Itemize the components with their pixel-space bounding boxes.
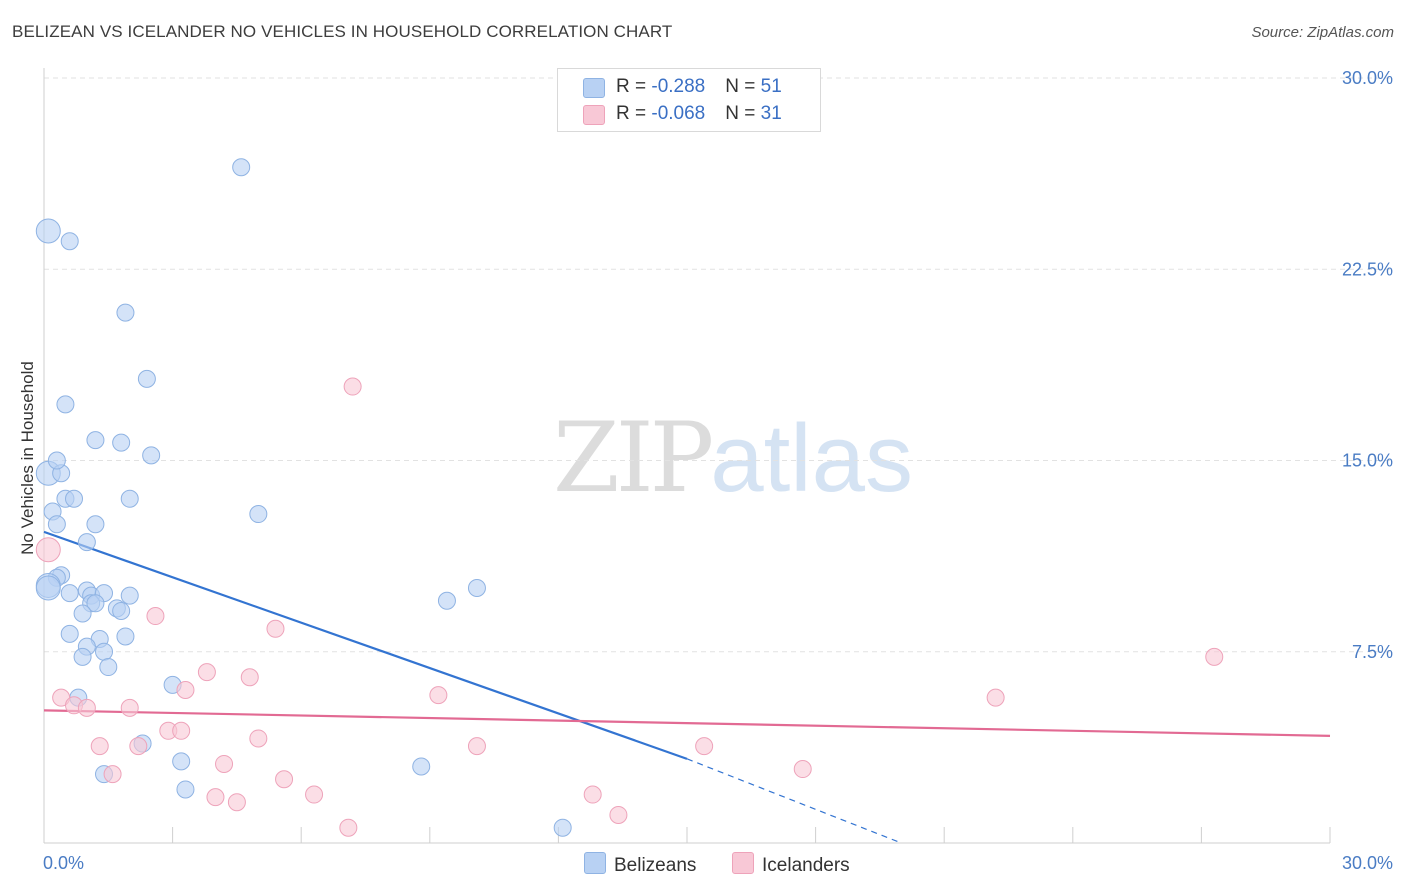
data-points: [35, 158, 1224, 837]
chart-title: BELIZEAN VS ICELANDER NO VEHICLES IN HOU…: [12, 22, 673, 41]
point-belizeans: [116, 303, 135, 322]
point-icelanders: [275, 770, 294, 789]
point-icelanders: [227, 793, 246, 812]
point-belizeans: [553, 818, 572, 837]
point-belizeans: [73, 604, 92, 623]
point-belizeans: [467, 579, 486, 597]
x-tick-label: 0.0%: [43, 853, 84, 873]
point-icelanders: [793, 760, 812, 779]
legend-text-belizeans: R = -0.288 N = 51: [616, 76, 782, 98]
legend-n-label: N =: [725, 103, 761, 124]
point-belizeans: [86, 594, 105, 613]
point-belizeans: [172, 752, 191, 771]
point-icelanders: [249, 729, 268, 748]
watermark: ZIPatlas: [553, 402, 913, 514]
correlation-legend: R = -0.288 N = 51 R = -0.068 N = 31: [557, 68, 821, 132]
y-tick-label: 22.5%: [1342, 259, 1393, 279]
point-icelanders: [240, 668, 259, 687]
point-belizeans: [77, 533, 96, 552]
y-tick-label: 30.0%: [1342, 68, 1393, 88]
legend-text-icelanders: R = -0.068 N = 31: [616, 103, 782, 125]
point-icelanders: [176, 681, 195, 699]
point-icelanders: [467, 737, 486, 756]
y-tick-label: 7.5%: [1352, 642, 1393, 662]
point-belizeans: [73, 647, 92, 666]
point-belizeans: [60, 232, 79, 251]
legend-swatch-icelanders: [583, 105, 605, 125]
point-belizeans: [95, 642, 114, 661]
bottom-swatch-belizeans: [584, 852, 606, 874]
point-icelanders: [172, 721, 191, 740]
point-belizeans: [86, 431, 105, 450]
point-icelanders: [35, 537, 61, 563]
trend-lines: [43, 530, 1331, 844]
x-tick-label: 30.0%: [1342, 853, 1393, 873]
point-icelanders: [146, 607, 165, 626]
legend-swatch-belizeans: [583, 78, 605, 98]
point-belizeans: [47, 451, 66, 470]
watermark-atlas: atlas: [710, 405, 913, 512]
legend-n-label: N =: [725, 76, 761, 97]
point-belizeans: [112, 433, 131, 452]
watermark-zip: ZIP: [553, 402, 714, 514]
y-tick-label: 15.0%: [1342, 451, 1393, 471]
bottom-legend-icelanders: Icelanders: [732, 852, 850, 877]
point-belizeans: [142, 446, 161, 465]
trend-line-icelanders: [43, 709, 1331, 737]
point-belizeans: [120, 586, 139, 605]
point-belizeans: [56, 395, 75, 414]
legend-r-label: R =: [616, 76, 652, 97]
point-belizeans: [99, 658, 118, 677]
point-icelanders: [986, 688, 1005, 707]
point-icelanders: [129, 737, 148, 756]
point-icelanders: [305, 785, 324, 804]
bottom-swatch-icelanders: [732, 852, 754, 874]
point-belizeans: [437, 591, 456, 610]
point-icelanders: [120, 698, 139, 717]
axes: [43, 68, 1331, 844]
point-icelanders: [77, 698, 96, 717]
point-belizeans: [137, 369, 156, 388]
trend-line-belizeans-extension: [686, 758, 902, 844]
point-belizeans: [86, 515, 105, 534]
point-belizeans: [112, 601, 131, 620]
legend-n-value: 31: [760, 103, 782, 124]
point-belizeans: [47, 515, 66, 534]
point-belizeans: [412, 757, 431, 776]
point-belizeans: [232, 158, 251, 177]
point-belizeans: [60, 584, 79, 603]
point-icelanders: [103, 765, 122, 784]
point-belizeans: [176, 780, 195, 799]
point-icelanders: [343, 377, 362, 396]
trend-line-belizeans: [43, 530, 688, 760]
point-icelanders: [90, 737, 109, 756]
point-belizeans: [65, 489, 84, 508]
point-icelanders: [206, 788, 225, 807]
legend-n-value: 51: [760, 76, 782, 97]
point-belizeans: [120, 489, 139, 508]
point-icelanders: [695, 737, 714, 756]
bottom-legend-label-icelanders: Icelanders: [762, 855, 850, 876]
point-icelanders: [609, 805, 628, 824]
tick-labels: 7.5% 15.0% 22.5% 30.0% 0.0% 30.0%: [43, 68, 1393, 873]
point-icelanders: [266, 619, 285, 638]
point-icelanders: [197, 663, 216, 682]
point-icelanders: [215, 754, 234, 773]
point-icelanders: [583, 785, 602, 804]
point-icelanders: [1205, 647, 1224, 666]
legend-r-value: -0.288: [651, 76, 706, 97]
point-icelanders: [339, 818, 358, 837]
bottom-legend-belizeans: Belizeans: [584, 852, 696, 877]
source-label: Source: ZipAtlas.com: [1251, 24, 1394, 41]
point-icelanders: [429, 686, 448, 705]
point-belizeans: [116, 627, 135, 646]
legend-r-value: -0.068: [651, 103, 706, 124]
point-belizeans: [249, 505, 268, 524]
point-belizeans: [35, 218, 61, 244]
bottom-legend-label-belizeans: Belizeans: [614, 855, 697, 876]
legend-r-label: R =: [616, 103, 652, 124]
point-belizeans: [35, 575, 61, 601]
point-belizeans: [60, 624, 79, 643]
